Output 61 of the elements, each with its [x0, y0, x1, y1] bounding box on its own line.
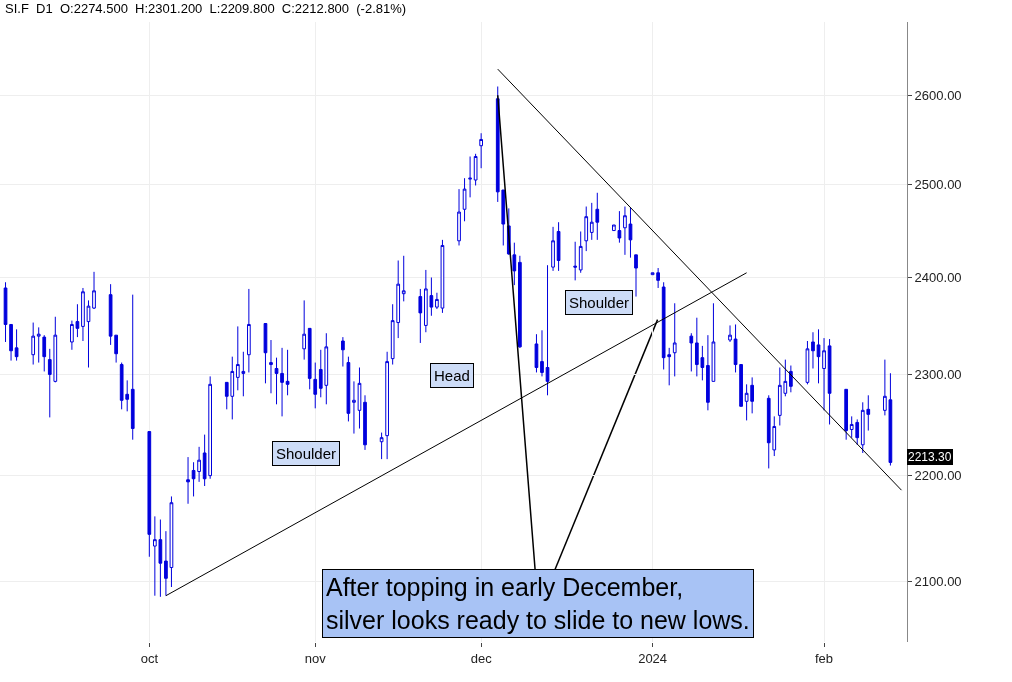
x-tick-label: nov: [304, 650, 327, 666]
candlestick: [534, 333, 539, 373]
candlestick: [479, 132, 484, 169]
text: 2213.30: [908, 450, 952, 464]
candlestick: [540, 329, 544, 377]
candlestick: [14, 328, 19, 362]
x-tick-label: feb: [815, 650, 834, 666]
candlestick: [92, 271, 96, 310]
annotation: After topping in early December, silver looks ready to slide to new lows.: [326, 573, 750, 634]
candlestick: [518, 255, 522, 349]
candlestick: [827, 338, 832, 425]
x-tick-label: 2024: [638, 650, 668, 666]
annotation: Shoulder: [569, 294, 630, 311]
candlestick: [573, 241, 578, 281]
y-tick-label: 2400.00: [914, 270, 962, 286]
candlestick: [584, 206, 589, 252]
candlestick: [341, 336, 345, 368]
candlestick: [844, 388, 849, 441]
candlestick: [462, 177, 467, 222]
candlestick: [302, 299, 307, 361]
candlestick: [457, 188, 461, 246]
x-tick-label: oct: [140, 650, 159, 666]
candlestick: [401, 255, 406, 302]
candlestick: [379, 432, 384, 460]
chart-title: SI.F D1 O:2274.500 H:2301.200 L:2209.800 C:2212.800 (-2.81%): [5, 0, 407, 16]
candlestick: [805, 340, 810, 385]
y-tick-label: 2100.00: [914, 574, 962, 590]
candlestick: [545, 264, 550, 396]
candlestick: [512, 242, 517, 286]
candlestick: [418, 288, 423, 344]
candlestick: [285, 349, 290, 396]
candlestick: [728, 324, 732, 343]
candlestick: [307, 327, 312, 390]
annotation: Shoulder: [276, 445, 337, 462]
annotation: Head: [434, 367, 470, 384]
candlestick: [263, 323, 268, 384]
y-tick-label: 2600.00: [914, 87, 962, 103]
candlestick: [578, 230, 583, 274]
y-tick-label: 2200.00: [914, 468, 962, 484]
candlestick: [473, 153, 478, 186]
candlestick: [147, 431, 152, 558]
candlestick: [186, 456, 190, 505]
candlestick: [269, 339, 273, 394]
y-tick-label: 2500.00: [914, 177, 962, 193]
candlestick: [130, 294, 135, 441]
candlestick: [313, 362, 318, 409]
candlestick: [247, 288, 251, 373]
candlestick: [363, 394, 367, 451]
candlestick: [385, 351, 389, 460]
candlestick: [689, 332, 694, 372]
candlestick: [634, 254, 638, 298]
candlestick: [551, 226, 555, 272]
y-tick-label: 2300.00: [914, 366, 962, 382]
candlestick: [556, 221, 561, 272]
candlestick: [346, 356, 351, 422]
candlestick: [468, 156, 472, 198]
x-tick-label: dec: [470, 650, 493, 666]
candlestick: [672, 302, 677, 377]
candlestick: [789, 365, 793, 393]
candlestick: [811, 331, 815, 369]
candlestick: [31, 322, 36, 366]
